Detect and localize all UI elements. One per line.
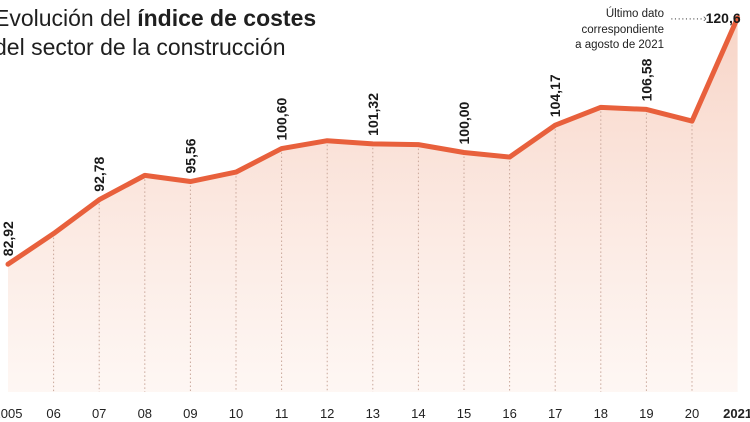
x-tick-label: 17 (548, 406, 562, 421)
note-line-3: a agosto de 2021 (575, 39, 664, 51)
data-label: 100,00 (456, 101, 472, 144)
x-tick-label: 11 (275, 406, 289, 421)
x-tick-label: 10 (229, 406, 243, 421)
data-label: 95,56 (182, 138, 198, 173)
x-tick-label: 12 (320, 406, 334, 421)
title-line-1: Evolución del índice de costes (0, 4, 316, 33)
title-line-2: del sector de la construcción (0, 34, 286, 60)
x-tick-label: 06 (46, 406, 60, 421)
title-prefix: Evolución del (0, 5, 138, 31)
title-bold: índice de costes (137, 5, 317, 31)
data-label: 106,58 (638, 58, 654, 101)
chart-title: Evolución del índice de costes del secto… (0, 4, 316, 62)
x-tick-label: 08 (138, 406, 152, 421)
x-tick-label: 07 (92, 406, 106, 421)
x-tick-label: 2005 (0, 406, 22, 421)
data-label: 100,60 (274, 98, 290, 141)
x-tick-label: 18 (594, 406, 608, 421)
x-tick-label: 16 (502, 406, 516, 421)
data-label: 120,6 (706, 10, 741, 26)
series-line (5, 15, 741, 267)
x-tick-label: 15 (457, 406, 471, 421)
note-arrow-icon: ·········› (670, 13, 707, 25)
data-label: 104,17 (547, 74, 563, 117)
x-tick-label: 2021 (723, 406, 750, 421)
x-tick-label: 09 (183, 406, 197, 421)
x-tick-label: 19 (639, 406, 653, 421)
x-tick-label: 20 (685, 406, 699, 421)
x-tick-label: 14 (411, 406, 425, 421)
data-label: 92,78 (91, 156, 107, 191)
data-label: 82,92 (0, 221, 16, 256)
latest-data-note: Último dato correspondiente a agosto de … (540, 7, 664, 54)
data-label: 101,32 (365, 93, 381, 136)
note-line-1: Último dato (605, 8, 664, 20)
x-tick-label: 13 (366, 406, 380, 421)
note-line-2: correspondiente (581, 23, 664, 36)
